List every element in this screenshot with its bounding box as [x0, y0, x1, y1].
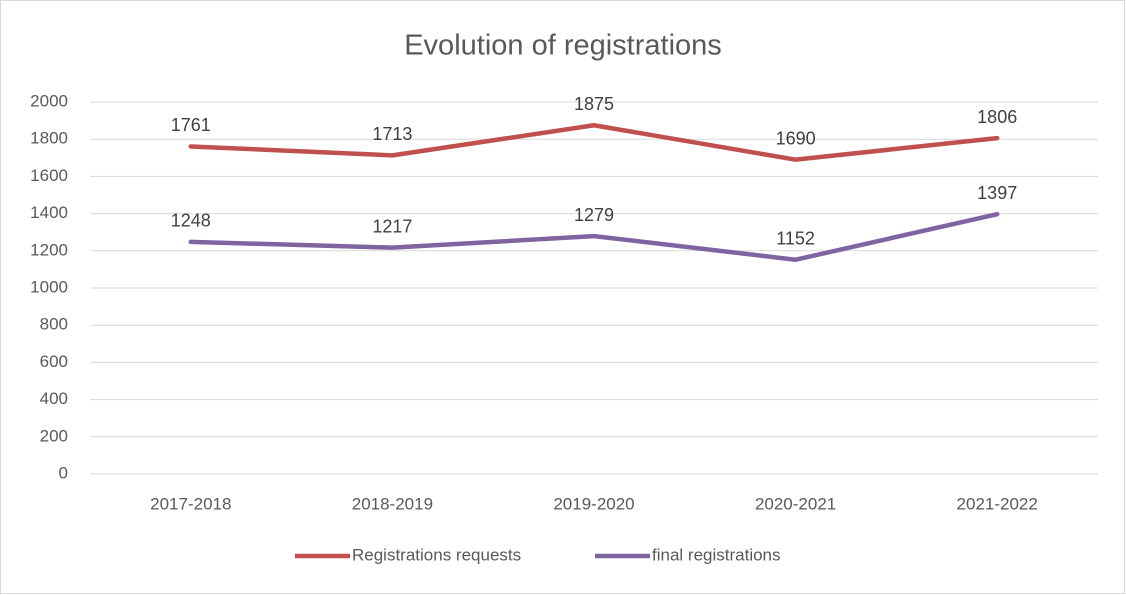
data-label: 1875 [574, 94, 614, 114]
y-tick-label: 1000 [30, 277, 68, 296]
y-tick-label: 600 [40, 352, 68, 371]
x-tick-label: 2019-2020 [553, 494, 634, 513]
y-tick-label: 1800 [30, 129, 68, 148]
legend-label: Registrations requests [352, 545, 521, 564]
y-tick-label: 2000 [30, 91, 68, 110]
y-tick-label: 1400 [30, 203, 68, 222]
y-tick-label: 1200 [30, 240, 68, 259]
data-label: 1397 [977, 183, 1017, 203]
x-tick-label: 2020-2021 [755, 494, 836, 513]
data-label: 1761 [171, 115, 211, 135]
data-label: 1248 [171, 211, 211, 231]
data-label: 1806 [977, 107, 1017, 127]
series-line [188, 123, 1000, 162]
y-tick-label: 800 [40, 315, 68, 334]
y-tick-label: 1600 [30, 166, 68, 185]
data-label: 1152 [776, 228, 815, 248]
data-label: 1279 [574, 205, 614, 225]
y-tick-label: 0 [59, 463, 68, 482]
data-label: 1217 [372, 216, 412, 236]
x-tick-label: 2021-2022 [957, 494, 1038, 513]
x-tick-label: 2017-2018 [150, 494, 231, 513]
series-line [188, 211, 1000, 262]
chart-title: Evolution of registrations [404, 30, 722, 62]
data-label: 1690 [776, 128, 816, 148]
y-tick-label: 400 [40, 389, 68, 408]
x-tick-label: 2018-2019 [352, 494, 433, 513]
data-label: 1713 [372, 124, 412, 144]
legend-label: final registrations [652, 545, 781, 564]
y-tick-label: 200 [40, 426, 68, 445]
